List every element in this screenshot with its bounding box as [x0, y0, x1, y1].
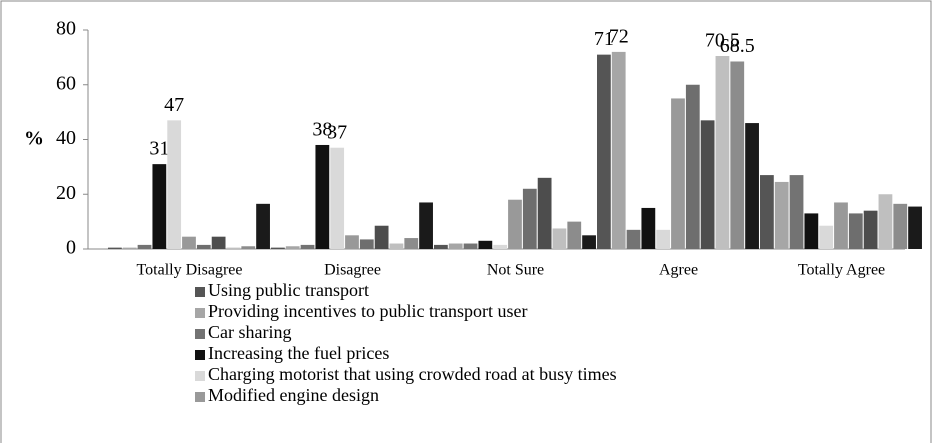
bar [878, 194, 893, 249]
legend-swatch [195, 350, 205, 360]
bar [522, 188, 537, 249]
bar [774, 181, 789, 249]
bar [256, 203, 270, 249]
bar [760, 175, 774, 249]
bar [819, 225, 834, 249]
y-axis-label: % [24, 128, 44, 150]
bar [478, 240, 493, 249]
data-label: 47 [164, 94, 184, 116]
legend-label: Using public transport [208, 280, 369, 300]
x-tick-label: Totally Agree [798, 262, 885, 279]
bar [226, 247, 241, 249]
bar [389, 243, 404, 249]
legend-swatch [195, 287, 205, 297]
data-label: 72 [609, 25, 629, 47]
bar [196, 244, 211, 249]
bar [167, 120, 182, 250]
legend-swatch [195, 371, 205, 381]
bar [700, 120, 715, 250]
bar [271, 247, 285, 249]
bar [508, 199, 522, 249]
bar [330, 147, 345, 249]
bar [656, 229, 671, 249]
bar [611, 51, 626, 250]
bar [908, 206, 922, 249]
bar [789, 175, 804, 249]
bar [582, 235, 596, 249]
bar [641, 207, 656, 249]
legend-swatch [195, 329, 205, 339]
legend-label: Modified engine design [208, 385, 379, 405]
x-tick-label: Agree [659, 262, 698, 279]
bar [493, 244, 508, 249]
bar [374, 225, 389, 249]
bar [537, 177, 552, 249]
bar [315, 144, 330, 249]
bar [152, 164, 167, 249]
bar [626, 229, 641, 249]
bar [448, 243, 463, 249]
bar [434, 244, 448, 249]
bar [715, 56, 730, 249]
data-label: 68.5 [720, 35, 755, 57]
x-tick-label: Totally Disagree [137, 262, 243, 279]
bar [137, 244, 152, 249]
bar [300, 244, 315, 249]
bar [182, 236, 196, 249]
bar [463, 243, 478, 249]
y-tick-label: 0 [66, 237, 76, 259]
x-tick-label: Not Sure [487, 262, 544, 279]
bar [404, 238, 419, 249]
legend-label: Charging motorist that using crowded roa… [208, 364, 617, 384]
y-tick-label: 80 [56, 18, 76, 40]
legend-swatch [195, 392, 205, 402]
x-tick-label: Disagree [324, 262, 381, 279]
bar [359, 239, 374, 249]
bar [848, 213, 863, 249]
bar [804, 213, 819, 249]
bar [567, 221, 582, 249]
legend-label: Car sharing [208, 322, 291, 342]
bar [285, 246, 300, 249]
bar [419, 202, 433, 249]
data-label: 37 [327, 121, 347, 143]
y-tick-label: 20 [56, 182, 76, 204]
bar [122, 247, 137, 249]
bar [597, 54, 611, 250]
legend-label: Increasing the fuel prices [208, 343, 389, 363]
bar [863, 210, 878, 249]
bar [730, 61, 745, 250]
legend-swatch [195, 308, 205, 318]
y-tick-label: 60 [56, 72, 76, 94]
bar [211, 236, 226, 249]
data-label: 71 [594, 28, 614, 50]
bar [893, 203, 908, 249]
data-label: 70.5 [705, 30, 740, 52]
data-label: 38 [312, 119, 332, 141]
bar [834, 202, 848, 249]
data-label: 31 [149, 138, 169, 160]
bar [241, 246, 256, 249]
bar [108, 247, 122, 249]
bar [671, 98, 685, 249]
legend-label: Providing incentives to public transport… [208, 301, 527, 321]
bar [685, 84, 700, 249]
bar [552, 228, 567, 249]
y-tick-label: 40 [56, 127, 76, 149]
bar [345, 235, 359, 249]
bar [745, 123, 759, 249]
